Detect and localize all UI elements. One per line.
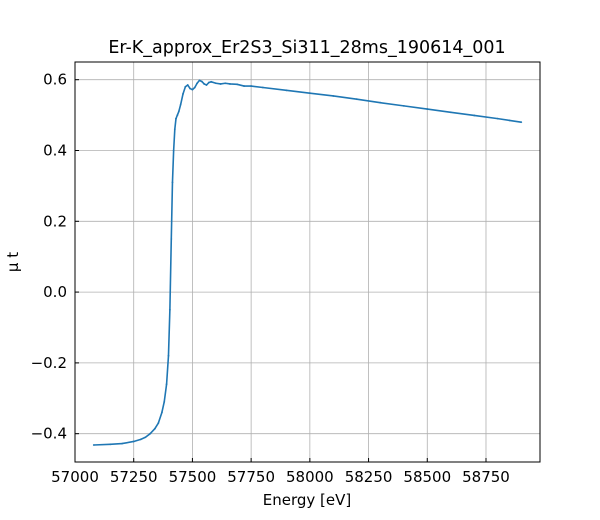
chart-title: Er-K_approx_Er2S3_Si311_28ms_190614_001: [108, 38, 505, 58]
data-point: [236, 83, 238, 86]
data-point: [189, 87, 191, 90]
data-point: [219, 83, 222, 85]
data-point: [496, 117, 499, 120]
grid: [74, 62, 540, 462]
data-point: [144, 436, 147, 439]
data-point: [121, 442, 123, 445]
data-point: [176, 114, 179, 116]
x-axis-label: Energy [eV]: [263, 491, 351, 509]
data-point: [285, 89, 288, 92]
data-point: [261, 86, 264, 89]
data-point: [153, 427, 156, 430]
data-point: [520, 121, 523, 124]
y-tick-label: −0.4: [31, 425, 67, 443]
data-point: [186, 84, 189, 86]
data-point: [203, 83, 206, 85]
data-point: [332, 95, 335, 97]
data-point: [308, 92, 311, 95]
data-point: [167, 354, 170, 357]
plot-frame: [74, 61, 541, 463]
data-point: [224, 82, 227, 85]
data-point: [160, 411, 163, 414]
y-tick-label: 0.0: [43, 283, 67, 301]
y-tick-label: −0.2: [31, 354, 67, 372]
data-point: [215, 82, 217, 85]
y-tick-label: 0.4: [43, 141, 67, 159]
x-tick-label: 58500: [403, 468, 451, 486]
x-tick-label: 57000: [51, 468, 99, 486]
data-point: [132, 440, 135, 443]
data-point: [170, 238, 173, 240]
data-point: [355, 98, 358, 101]
data-point: [165, 383, 168, 386]
data-point: [198, 79, 201, 82]
data-point: [173, 128, 176, 131]
data-point: [379, 101, 382, 104]
data-point: [109, 443, 112, 446]
x-tick-label: 58250: [345, 468, 393, 486]
data-point: [171, 181, 174, 184]
data-point: [426, 108, 429, 110]
x-tick-label: 58750: [462, 468, 510, 486]
data-point: [168, 308, 171, 311]
data-point: [250, 85, 253, 87]
data-point: [163, 400, 166, 403]
data-point: [449, 111, 452, 114]
data-point: [205, 84, 208, 86]
x-tick-label: 57250: [110, 468, 158, 486]
y-tick-label: 0.2: [43, 212, 67, 230]
series-line: [93, 79, 522, 446]
data-point: [196, 82, 199, 85]
data-point: [172, 149, 175, 152]
y-axis-label: μ t: [4, 252, 22, 272]
data-point: [473, 114, 476, 117]
series-layer: [92, 79, 523, 446]
data-point: [191, 88, 194, 91]
data-point: [182, 92, 184, 95]
y-tick-label: 0.6: [43, 71, 67, 89]
data-point: [175, 117, 177, 120]
data-point: [229, 83, 231, 85]
data-point: [179, 103, 182, 106]
ticks: 57000 57250 57500 57750 58000 58250 58500 58750…: [31, 71, 510, 486]
data-point: [193, 86, 196, 89]
data-point: [149, 432, 152, 435]
data-point: [139, 438, 142, 441]
data-point: [210, 80, 213, 83]
data-point: [177, 110, 180, 113]
data-point: [508, 119, 511, 122]
x-tick-label: 57750: [227, 468, 275, 486]
data-point: [184, 85, 187, 88]
data-point: [92, 444, 95, 446]
data-point: [157, 422, 160, 424]
data-point: [402, 104, 405, 107]
data-point: [207, 81, 210, 84]
x-tick-label: 58000: [286, 468, 334, 486]
data-point: [243, 85, 245, 87]
data-point: [200, 80, 203, 83]
x-tick-label: 57500: [169, 468, 217, 486]
